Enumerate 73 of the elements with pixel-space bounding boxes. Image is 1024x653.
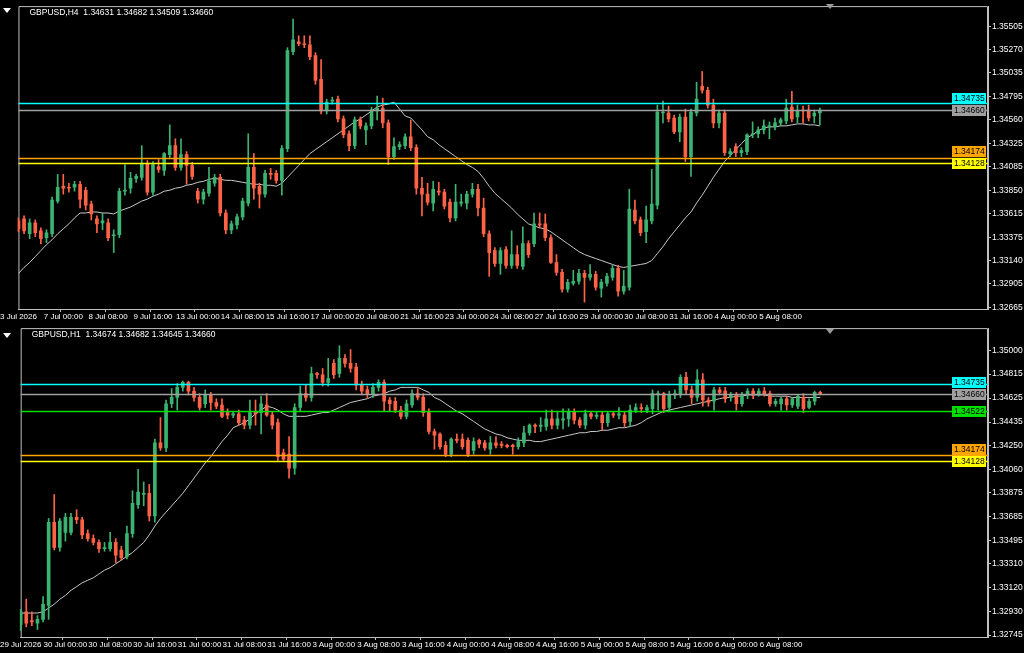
x-tick-label: 6 Aug 00:00	[715, 640, 759, 649]
y-tick-label: 1.34625	[992, 392, 1023, 403]
x-tick-label: 17 Jul 00:00	[310, 312, 355, 321]
x-tick-label: 31 Jul 16:00	[267, 640, 312, 649]
y-tick-label: 1.32665	[992, 301, 1023, 312]
y-tick-label: 1.34795	[992, 91, 1023, 102]
y-tick-label: 1.32905	[992, 278, 1023, 289]
y-tick-label: 1.33850	[992, 184, 1023, 195]
x-tick-label: 20 Jul 08:00	[355, 312, 400, 321]
x-tick-label: 30 Jul 08:00	[88, 640, 133, 649]
x-tick-label: 14 Jul 08:00	[220, 312, 265, 321]
x-tick-label: 5 Aug 08:00	[625, 640, 669, 649]
chart-title: GBPUSD,H1 1.34674 1.34682 1.34645 1.34660	[31, 329, 216, 340]
x-tick-label: 29 Jul 00:00	[579, 312, 624, 321]
x-tick-label: 30 Jul 00:00	[43, 640, 88, 649]
y-tick-label: 1.35000	[992, 345, 1023, 356]
y-tick-label: 1.34815	[992, 368, 1023, 379]
y-tick-label: 1.33685	[992, 510, 1023, 521]
ref-line-label: 1.34128	[954, 158, 985, 169]
x-tick-label: 31 Jul 08:00	[222, 640, 267, 649]
ref-line-label: 1.34128	[954, 456, 985, 467]
x-tick-label: 3 Aug 08:00	[357, 640, 401, 649]
x-tick-label: 4 Aug 08:00	[491, 640, 535, 649]
ref-line-label: 1.34660	[954, 105, 985, 116]
y-tick-label: 1.32930	[992, 606, 1023, 617]
y-tick-label: 1.33495	[992, 534, 1023, 545]
y-tick-label: 1.34560	[992, 114, 1023, 125]
x-tick-label: 9 Jul 16:00	[133, 312, 174, 321]
ref-line-label: 1.34660	[954, 389, 985, 400]
ref-line-label: 1.34735	[954, 93, 985, 104]
y-tick-label: 1.33615	[992, 207, 1023, 218]
ref-line-label: 1.34174	[954, 146, 985, 157]
x-tick-label: 3 Aug 00:00	[312, 640, 356, 649]
x-tick-label: 5 Aug 08:00	[759, 312, 803, 321]
y-tick-label: 1.34085	[992, 161, 1023, 172]
x-tick-label: 6 Aug 08:00	[759, 640, 804, 649]
y-tick-label: 1.34060	[992, 463, 1023, 474]
x-tick-label: 23 Jul 00:00	[445, 312, 490, 321]
ref-line-label: 1.34174	[954, 444, 985, 455]
ref-line-label: 1.34522	[954, 406, 985, 417]
y-tick-label: 1.33140	[992, 254, 1023, 265]
x-tick-label: 30 Jul 08:00	[624, 312, 669, 321]
y-tick-label: 1.35035	[992, 67, 1023, 78]
x-tick-label: 24 Jul 08:00	[489, 312, 534, 321]
x-tick-label: 21 Jul 16:00	[400, 312, 445, 321]
x-tick-label: 4 Aug 00:00	[714, 312, 758, 321]
y-tick-label: 1.34325	[992, 137, 1023, 148]
x-tick-label: 31 Jul 00:00	[177, 640, 222, 649]
x-tick-label: 7 Jul 00:00	[43, 312, 84, 321]
x-tick-label: 4 Aug 00:00	[446, 640, 490, 649]
chart-title: GBPUSD,H4 1.34631 1.34682 1.34509 1.34660	[29, 7, 214, 18]
x-tick-label: 3 Aug 16:00	[401, 640, 446, 649]
y-tick-label: 1.33875	[992, 486, 1023, 497]
x-tick-label: 15 Jul 16:00	[265, 312, 310, 321]
y-tick-label: 1.33310	[992, 558, 1023, 569]
x-tick-label: 8 Jul 08:00	[88, 312, 129, 321]
y-tick-label: 1.34250	[992, 439, 1023, 450]
x-tick-label: 27 Jul 16:00	[534, 312, 579, 321]
y-tick-label: 1.35270	[992, 44, 1023, 54]
x-tick-label: 29 Jul 2026	[0, 640, 42, 649]
x-tick-label: 31 Jul 16:00	[669, 312, 714, 321]
y-tick-label: 1.32745	[992, 629, 1023, 640]
y-tick-label: 1.35505	[992, 20, 1023, 31]
ref-line-label: 1.34735	[954, 377, 985, 388]
x-tick-label: 5 Aug 16:00	[670, 640, 714, 649]
x-tick-label: 13 Jul 00:00	[176, 312, 221, 321]
x-tick-label: 3 Jul 2026	[0, 312, 38, 321]
y-tick-label: 1.33120	[992, 582, 1023, 593]
y-tick-label: 1.33375	[992, 231, 1023, 242]
x-tick-label: 5 Aug 00:00	[580, 640, 625, 649]
x-tick-label: 4 Aug 16:00	[536, 640, 580, 649]
y-tick-label: 1.34435	[992, 416, 1023, 427]
x-tick-label: 30 Jul 16:00	[133, 640, 178, 649]
